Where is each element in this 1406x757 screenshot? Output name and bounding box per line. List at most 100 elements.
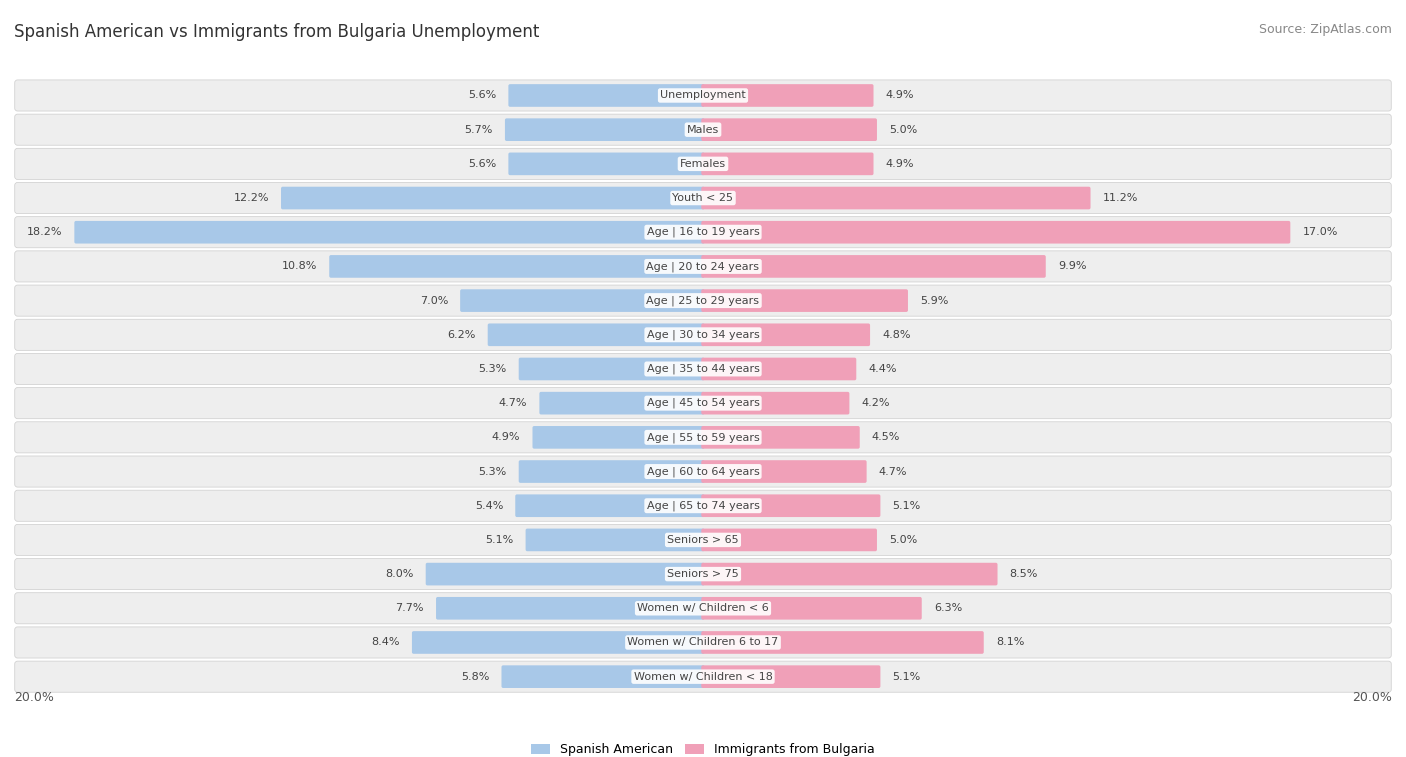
FancyBboxPatch shape [281, 187, 704, 210]
FancyBboxPatch shape [526, 528, 704, 551]
FancyBboxPatch shape [502, 665, 704, 688]
FancyBboxPatch shape [509, 152, 704, 175]
Text: Females: Females [681, 159, 725, 169]
Text: Source: ZipAtlas.com: Source: ZipAtlas.com [1258, 23, 1392, 36]
FancyBboxPatch shape [14, 627, 1392, 658]
FancyBboxPatch shape [14, 388, 1392, 419]
Text: Age | 30 to 34 years: Age | 30 to 34 years [647, 329, 759, 340]
Text: 5.1%: 5.1% [893, 671, 921, 681]
Text: 4.9%: 4.9% [492, 432, 520, 442]
FancyBboxPatch shape [702, 255, 1046, 278]
Text: 5.1%: 5.1% [485, 535, 513, 545]
Text: 4.5%: 4.5% [872, 432, 900, 442]
FancyBboxPatch shape [702, 221, 1291, 244]
Text: 5.0%: 5.0% [889, 535, 917, 545]
FancyBboxPatch shape [329, 255, 704, 278]
FancyBboxPatch shape [702, 118, 877, 141]
Text: Seniors > 75: Seniors > 75 [666, 569, 740, 579]
Text: 20.0%: 20.0% [1353, 690, 1392, 704]
Text: Males: Males [688, 125, 718, 135]
Text: 4.2%: 4.2% [862, 398, 890, 408]
Text: Age | 25 to 29 years: Age | 25 to 29 years [647, 295, 759, 306]
FancyBboxPatch shape [14, 217, 1392, 248]
FancyBboxPatch shape [519, 357, 704, 380]
Text: 5.7%: 5.7% [464, 125, 494, 135]
FancyBboxPatch shape [702, 597, 922, 620]
Text: 17.0%: 17.0% [1302, 227, 1337, 237]
Text: 5.8%: 5.8% [461, 671, 489, 681]
FancyBboxPatch shape [509, 84, 704, 107]
FancyBboxPatch shape [519, 460, 704, 483]
FancyBboxPatch shape [14, 525, 1392, 556]
FancyBboxPatch shape [14, 593, 1392, 624]
FancyBboxPatch shape [14, 319, 1392, 350]
FancyBboxPatch shape [702, 460, 866, 483]
FancyBboxPatch shape [533, 426, 704, 449]
FancyBboxPatch shape [702, 392, 849, 415]
Text: 12.2%: 12.2% [233, 193, 269, 203]
Text: Women w/ Children < 6: Women w/ Children < 6 [637, 603, 769, 613]
Text: 5.0%: 5.0% [889, 125, 917, 135]
Text: Women w/ Children < 18: Women w/ Children < 18 [634, 671, 772, 681]
Text: Age | 20 to 24 years: Age | 20 to 24 years [647, 261, 759, 272]
Text: 20.0%: 20.0% [14, 690, 53, 704]
Text: 7.7%: 7.7% [395, 603, 425, 613]
FancyBboxPatch shape [702, 84, 873, 107]
FancyBboxPatch shape [14, 491, 1392, 522]
Text: 5.6%: 5.6% [468, 159, 496, 169]
FancyBboxPatch shape [515, 494, 704, 517]
Text: 4.7%: 4.7% [879, 466, 907, 477]
FancyBboxPatch shape [702, 562, 997, 585]
Text: 10.8%: 10.8% [281, 261, 318, 272]
FancyBboxPatch shape [702, 631, 984, 654]
Text: 8.4%: 8.4% [371, 637, 399, 647]
Text: Unemployment: Unemployment [661, 91, 745, 101]
Text: Age | 60 to 64 years: Age | 60 to 64 years [647, 466, 759, 477]
FancyBboxPatch shape [702, 665, 880, 688]
FancyBboxPatch shape [702, 357, 856, 380]
FancyBboxPatch shape [14, 80, 1392, 111]
Text: 4.4%: 4.4% [869, 364, 897, 374]
Text: 4.7%: 4.7% [499, 398, 527, 408]
Text: Seniors > 65: Seniors > 65 [668, 535, 738, 545]
Text: 6.2%: 6.2% [447, 330, 475, 340]
FancyBboxPatch shape [14, 354, 1392, 385]
Text: 5.6%: 5.6% [468, 91, 496, 101]
FancyBboxPatch shape [14, 559, 1392, 590]
Text: 4.9%: 4.9% [886, 91, 914, 101]
FancyBboxPatch shape [14, 251, 1392, 282]
Text: 5.3%: 5.3% [478, 364, 506, 374]
Text: 9.9%: 9.9% [1057, 261, 1087, 272]
Text: 8.0%: 8.0% [385, 569, 413, 579]
FancyBboxPatch shape [14, 422, 1392, 453]
FancyBboxPatch shape [702, 528, 877, 551]
Text: 6.3%: 6.3% [934, 603, 962, 613]
Text: Women w/ Children 6 to 17: Women w/ Children 6 to 17 [627, 637, 779, 647]
FancyBboxPatch shape [702, 152, 873, 175]
FancyBboxPatch shape [505, 118, 704, 141]
FancyBboxPatch shape [702, 187, 1091, 210]
Text: Age | 16 to 19 years: Age | 16 to 19 years [647, 227, 759, 238]
Text: 11.2%: 11.2% [1102, 193, 1137, 203]
FancyBboxPatch shape [702, 323, 870, 346]
FancyBboxPatch shape [702, 494, 880, 517]
FancyBboxPatch shape [14, 661, 1392, 692]
Text: 5.3%: 5.3% [478, 466, 506, 477]
FancyBboxPatch shape [14, 148, 1392, 179]
Text: 8.5%: 8.5% [1010, 569, 1038, 579]
Text: 4.8%: 4.8% [882, 330, 911, 340]
FancyBboxPatch shape [488, 323, 704, 346]
Text: Age | 65 to 74 years: Age | 65 to 74 years [647, 500, 759, 511]
Text: Age | 35 to 44 years: Age | 35 to 44 years [647, 363, 759, 374]
FancyBboxPatch shape [436, 597, 704, 620]
FancyBboxPatch shape [426, 562, 704, 585]
FancyBboxPatch shape [460, 289, 704, 312]
Text: Youth < 25: Youth < 25 [672, 193, 734, 203]
Text: 5.4%: 5.4% [475, 500, 503, 511]
Text: Spanish American vs Immigrants from Bulgaria Unemployment: Spanish American vs Immigrants from Bulg… [14, 23, 540, 41]
Text: 8.1%: 8.1% [995, 637, 1024, 647]
FancyBboxPatch shape [75, 221, 704, 244]
FancyBboxPatch shape [14, 285, 1392, 316]
FancyBboxPatch shape [540, 392, 704, 415]
FancyBboxPatch shape [702, 289, 908, 312]
